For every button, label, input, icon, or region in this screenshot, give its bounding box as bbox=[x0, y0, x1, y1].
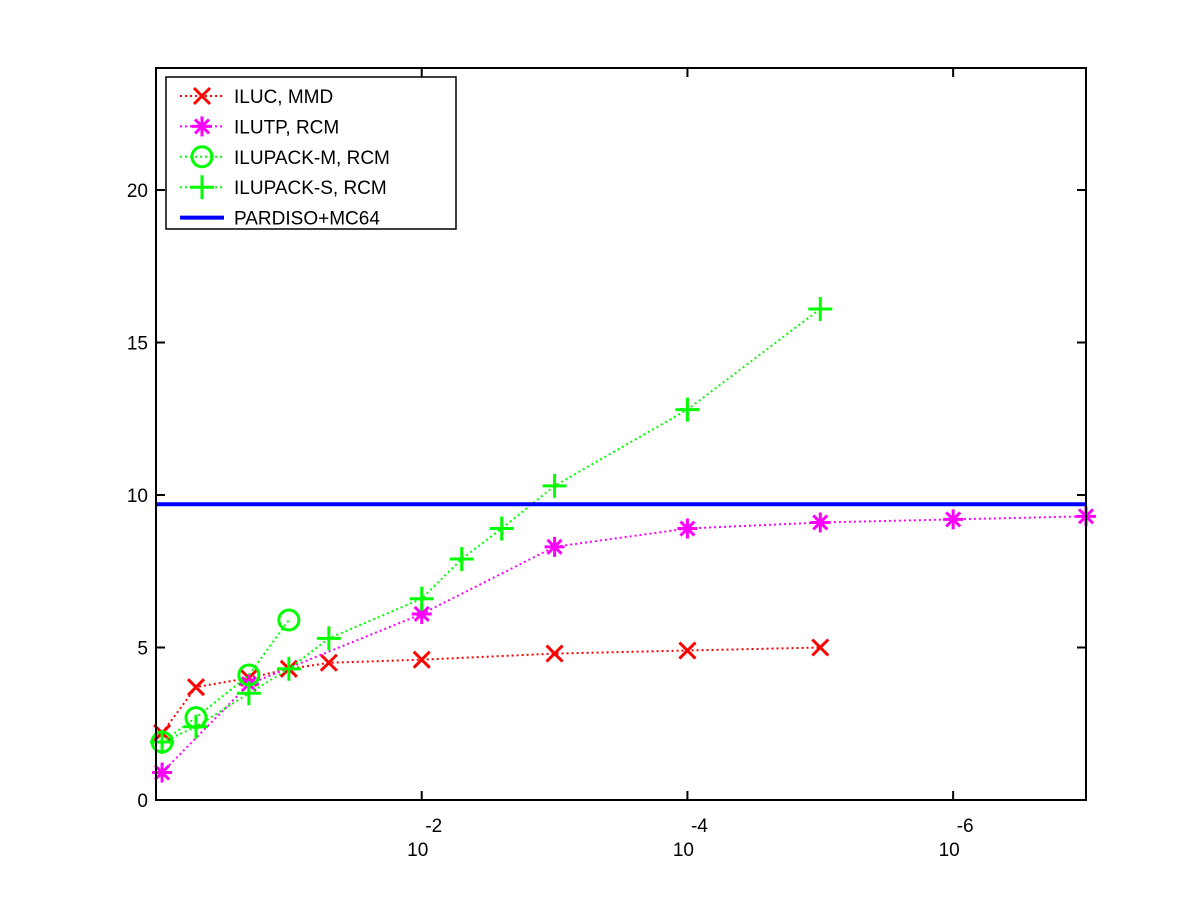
x-tick-label-2: 10-6 bbox=[939, 816, 974, 861]
legend-label-1: ILUTP, RCM bbox=[234, 117, 339, 138]
x-tick-exponent-1: -4 bbox=[691, 816, 708, 837]
x-tick-label-0: 10-2 bbox=[407, 816, 442, 861]
data-point-1-0 bbox=[152, 762, 173, 783]
data-point-0-6 bbox=[545, 644, 564, 663]
legend-label-3: ILUPACK-S, RCM bbox=[234, 178, 387, 199]
data-point-1-5 bbox=[810, 512, 831, 533]
data-point-0-7 bbox=[678, 641, 697, 660]
x-tick-label-1: 10-4 bbox=[673, 816, 708, 861]
data-point-3-3 bbox=[276, 656, 301, 681]
series-1 bbox=[152, 506, 1096, 783]
data-point-3-10 bbox=[808, 296, 833, 321]
legend-marker-2 bbox=[190, 145, 214, 169]
series-2 bbox=[150, 608, 301, 754]
data-point-0-8 bbox=[811, 638, 830, 657]
data-point-1-6 bbox=[943, 509, 964, 530]
axes-box bbox=[155, 67, 1087, 801]
x-tick-base-0: 10 bbox=[407, 840, 428, 861]
data-point-3-0 bbox=[150, 730, 175, 755]
x-tick-base-2: 10 bbox=[939, 840, 960, 861]
legend-entry-1: ILUTP, RCM bbox=[180, 116, 339, 138]
series-line-2 bbox=[161, 619, 290, 743]
data-point-3-9 bbox=[675, 397, 700, 422]
legend-marker-3 bbox=[190, 175, 214, 200]
y-tick-label-1: 5 bbox=[137, 639, 148, 660]
plot-area bbox=[150, 296, 1096, 783]
legend-entry-0: ILUC, MMD bbox=[180, 86, 333, 108]
legend-entry-2: ILUPACK-M, RCM bbox=[180, 145, 390, 169]
data-point-3-6 bbox=[449, 547, 474, 572]
x-tick-exponent-0: -2 bbox=[425, 816, 442, 837]
y-tick-label-2: 10 bbox=[127, 486, 148, 507]
data-point-3-5 bbox=[409, 586, 434, 611]
legend-marker-0 bbox=[192, 86, 212, 106]
data-point-3-7 bbox=[489, 516, 514, 541]
legend-label-2: ILUPACK-M, RCM bbox=[234, 148, 390, 169]
data-point-3-8 bbox=[542, 473, 567, 498]
data-point-2-3 bbox=[277, 608, 301, 632]
legend-marker-1 bbox=[192, 116, 212, 137]
data-point-3-2 bbox=[236, 681, 261, 706]
x-tick-exponent-2: -6 bbox=[957, 816, 974, 837]
legend-box bbox=[165, 76, 457, 230]
series-line-3 bbox=[161, 308, 821, 743]
data-point-3-4 bbox=[316, 626, 341, 651]
data-point-0-5 bbox=[412, 650, 431, 669]
y-tick-label-4: 20 bbox=[127, 181, 148, 202]
data-point-0-1 bbox=[186, 678, 206, 697]
data-point-0-4 bbox=[319, 653, 338, 672]
data-point-1-3 bbox=[544, 536, 565, 557]
legend-label-0: ILUC, MMD bbox=[234, 87, 333, 108]
data-point-1-4 bbox=[677, 518, 698, 539]
legend-entry-4: PARDISO+MC64 bbox=[180, 209, 380, 230]
x-tick-base-1: 10 bbox=[673, 840, 694, 861]
y-tick-label-3: 15 bbox=[127, 334, 148, 355]
legend: ILUC, MMD ILUTP, RCM ILUPACK-M, RCM ILUPACK… bbox=[165, 76, 457, 230]
legend-entry-3: ILUPACK-S, RCM bbox=[180, 175, 387, 200]
series-3 bbox=[150, 296, 833, 755]
y-tick-label-0: 0 bbox=[137, 791, 148, 812]
series-line-1 bbox=[161, 515, 1087, 774]
data-point-3-1 bbox=[183, 714, 208, 739]
series-line-0 bbox=[161, 646, 821, 734]
legend-label-4: PARDISO+MC64 bbox=[234, 209, 380, 230]
